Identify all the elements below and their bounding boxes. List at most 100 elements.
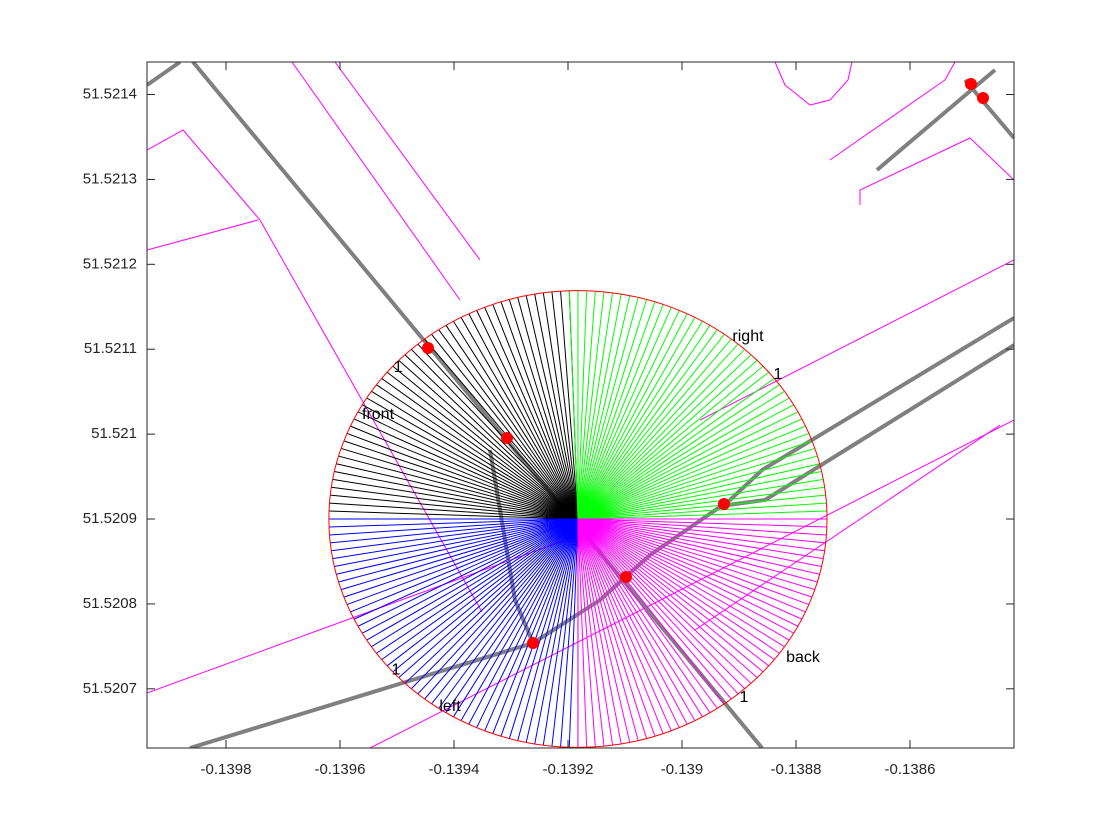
ray bbox=[577, 329, 718, 520]
ray bbox=[577, 518, 696, 721]
ray bbox=[577, 440, 813, 520]
ray bbox=[577, 518, 622, 745]
y-tick-label: 51.5207 bbox=[83, 680, 137, 697]
building-edge bbox=[694, 424, 1001, 631]
ray bbox=[577, 518, 725, 705]
ray bbox=[577, 348, 745, 520]
ray bbox=[534, 294, 579, 520]
ray bbox=[577, 518, 790, 641]
building-edge bbox=[774, 62, 853, 106]
ray bbox=[338, 518, 579, 583]
ray bbox=[460, 518, 579, 721]
ray bbox=[577, 518, 810, 606]
ray bbox=[357, 411, 579, 520]
ray bbox=[577, 518, 711, 713]
ray bbox=[577, 455, 818, 520]
ray bbox=[577, 307, 672, 520]
ray bbox=[577, 518, 718, 709]
ray bbox=[445, 518, 579, 713]
annotation: back bbox=[786, 649, 821, 666]
ray bbox=[577, 518, 813, 598]
ray bbox=[331, 486, 579, 520]
ray bbox=[577, 378, 775, 520]
ray bbox=[404, 354, 579, 520]
ray bbox=[445, 325, 579, 520]
ray bbox=[577, 518, 827, 528]
ray bbox=[577, 310, 680, 520]
ray bbox=[577, 411, 799, 520]
ray bbox=[577, 518, 825, 552]
ray bbox=[577, 291, 596, 520]
ray bbox=[392, 365, 579, 520]
ray bbox=[398, 518, 579, 679]
point bbox=[422, 342, 435, 355]
road bbox=[147, 62, 182, 87]
ray bbox=[346, 518, 579, 606]
ray bbox=[338, 455, 579, 520]
ray bbox=[577, 518, 648, 739]
ray bbox=[560, 518, 579, 747]
building-edge bbox=[291, 62, 461, 301]
ray bbox=[577, 518, 745, 690]
ray bbox=[577, 301, 656, 520]
ray bbox=[568, 519, 579, 748]
ray bbox=[577, 518, 764, 673]
ray bbox=[484, 307, 579, 520]
y-tick-label: 51.5208 bbox=[83, 595, 137, 612]
ray bbox=[577, 502, 827, 520]
ray bbox=[410, 518, 579, 690]
ray bbox=[353, 418, 579, 520]
range-circle bbox=[328, 290, 828, 748]
ray bbox=[577, 518, 739, 695]
ray bbox=[577, 371, 770, 520]
annotation: front bbox=[362, 406, 395, 423]
ray bbox=[334, 518, 579, 567]
ray bbox=[577, 518, 752, 684]
ray bbox=[577, 463, 820, 520]
ray bbox=[381, 378, 579, 520]
ray bbox=[577, 518, 785, 648]
ray bbox=[350, 518, 579, 613]
ray bbox=[577, 518, 703, 718]
building-edge bbox=[334, 62, 481, 261]
ray bbox=[577, 292, 614, 520]
ray bbox=[568, 290, 579, 520]
ray bbox=[577, 518, 614, 746]
ray bbox=[577, 432, 810, 520]
ray bbox=[577, 518, 596, 747]
y-tick-label: 51.5213 bbox=[83, 170, 137, 187]
ray bbox=[508, 518, 579, 739]
ray bbox=[577, 518, 780, 654]
ray bbox=[577, 320, 703, 520]
ray bbox=[577, 291, 605, 520]
ray bbox=[534, 518, 579, 745]
ray bbox=[577, 518, 639, 741]
ray bbox=[577, 518, 824, 560]
ray bbox=[410, 348, 579, 520]
point bbox=[526, 637, 539, 650]
ray bbox=[376, 384, 579, 520]
ray bbox=[577, 518, 818, 583]
ray bbox=[560, 291, 579, 520]
y-tick-label: 51.5212 bbox=[83, 255, 137, 272]
ray bbox=[577, 359, 758, 520]
ray bbox=[330, 494, 579, 520]
axes: -0.1398 -0.1396 -0.1394 -0.1392 -0.139 -0.138… bbox=[83, 61, 1015, 778]
ray bbox=[329, 518, 578, 528]
ray bbox=[551, 518, 579, 747]
ray bbox=[577, 518, 827, 536]
ray bbox=[329, 510, 578, 520]
road bbox=[191, 62, 764, 748]
ray bbox=[424, 518, 579, 700]
ray bbox=[336, 518, 579, 575]
x-tick-label: -0.1394 bbox=[429, 761, 480, 778]
ray bbox=[577, 397, 790, 520]
ray bbox=[334, 471, 579, 520]
ray bbox=[577, 518, 664, 734]
ray bbox=[508, 299, 579, 520]
ray bbox=[577, 365, 764, 520]
ray bbox=[577, 518, 680, 728]
ray bbox=[371, 518, 579, 648]
building-edge bbox=[699, 259, 1014, 421]
